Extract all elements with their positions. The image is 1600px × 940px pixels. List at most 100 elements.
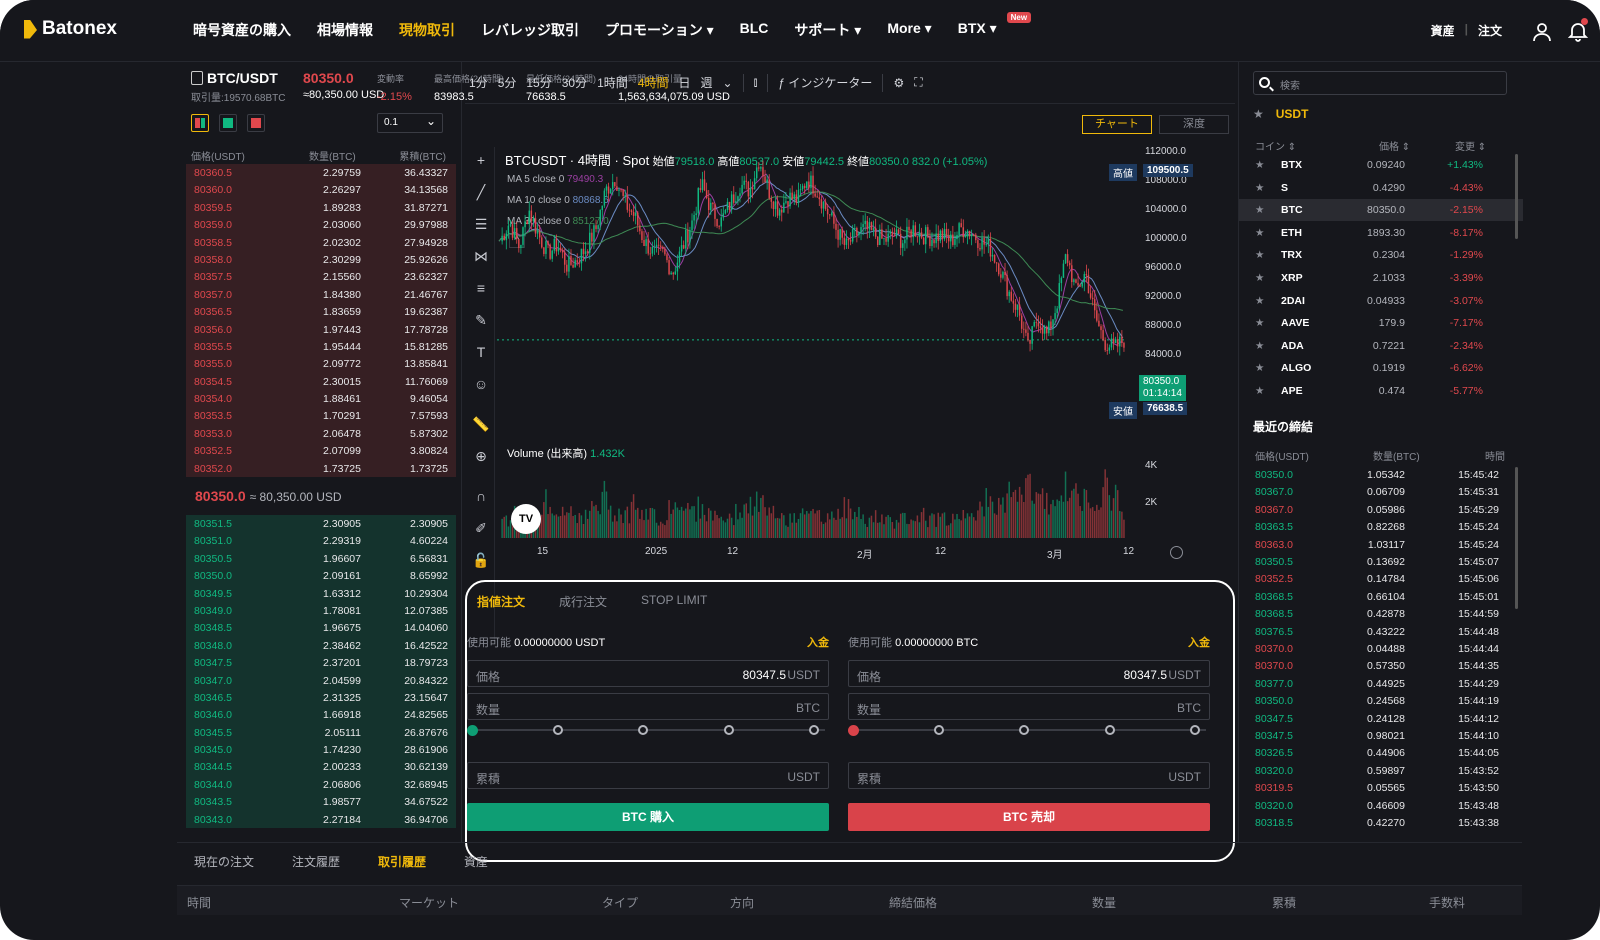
emoji-icon[interactable]: ☺ <box>473 376 489 392</box>
search-input[interactable]: 検索 <box>1253 71 1507 95</box>
price-chart[interactable] <box>497 140 1137 560</box>
market-scrollbar[interactable] <box>1515 154 1518 239</box>
market-row[interactable]: ★ ETH 1893.30 -8.17% <box>1239 222 1523 244</box>
ask-row[interactable]: 80360.5 2.29759 36.43327 <box>186 164 456 182</box>
ask-row[interactable]: 80355.5 1.95444 15.81285 <box>186 337 456 356</box>
bid-row[interactable]: 80344.5 2.00233 30.62139 <box>186 758 456 776</box>
fib-icon[interactable]: ≡ <box>476 280 486 296</box>
order-type-tab[interactable]: 指値注文 <box>477 595 526 609</box>
trades-scrollbar[interactable] <box>1515 467 1518 609</box>
market-row[interactable]: ★ ADA 0.7221 -2.34% <box>1239 335 1523 357</box>
col-market-price[interactable]: 価格 ⇕ <box>1379 142 1411 153</box>
sell-qty-field[interactable]: 数量 BTC <box>848 693 1210 720</box>
nav-item[interactable]: サポート ▾ <box>794 22 862 38</box>
user-icon[interactable] <box>1530 20 1554 44</box>
tradingview-logo[interactable]: TV <box>511 504 541 534</box>
ask-row[interactable]: 80359.0 2.03060 29.97988 <box>186 216 456 234</box>
nav-item[interactable]: 暗号資産の購入 <box>193 22 291 38</box>
bid-row[interactable]: 80348.5 1.96675 14.04060 <box>186 619 456 637</box>
favorite-star-icon[interactable]: ★ <box>1255 159 1265 171</box>
slider-stop[interactable] <box>848 725 859 736</box>
interval-option[interactable]: 30分 <box>561 76 588 90</box>
nav-item[interactable]: BTX ▾New <box>958 12 1032 40</box>
favorite-star-icon[interactable]: ★ <box>1255 226 1265 239</box>
market-row[interactable]: ★ S 0.4290 -4.43% <box>1239 177 1523 199</box>
slider-stop[interactable] <box>933 725 944 735</box>
precision-select[interactable]: 0.1 <box>377 113 443 133</box>
magnet-icon[interactable]: ∩ <box>475 488 487 504</box>
slider-stop[interactable] <box>1104 725 1115 735</box>
ask-row[interactable]: 80359.5 1.89283 31.87271 <box>186 198 456 217</box>
bid-row[interactable]: 80351.0 2.29319 4.60224 <box>186 532 456 550</box>
market-row[interactable]: ★ ALGO 0.1919 -6.62% <box>1239 357 1523 379</box>
sell-price-field[interactable]: 価格 80347.5 USDT <box>848 660 1210 687</box>
ruler-icon[interactable]: 📏 <box>472 416 490 432</box>
lock-icon[interactable]: 🔓 <box>472 552 490 568</box>
favorite-star-icon[interactable]: ★ <box>1255 385 1265 397</box>
orders-link[interactable]: 注文 <box>1477 24 1502 38</box>
bid-row[interactable]: 80350.5 1.96607 6.56831 <box>186 549 456 568</box>
bid-row[interactable]: 80343.0 2.27184 36.94706 <box>186 810 456 829</box>
interval-option[interactable]: 1分 <box>469 76 488 90</box>
zoom-in-icon[interactable]: ⊕ <box>475 448 487 464</box>
ask-row[interactable]: 80360.0 2.26297 34.13568 <box>186 181 456 199</box>
bid-row[interactable]: 80348.0 2.38462 16.42522 <box>186 636 456 655</box>
ask-row[interactable]: 80352.0 1.73725 1.73725 <box>186 459 456 478</box>
ask-row[interactable]: 80353.0 2.06478 5.87302 <box>186 424 456 443</box>
view-both-button[interactable] <box>191 114 209 132</box>
interval-option[interactable]: 1時間 <box>597 76 628 90</box>
order-type-tab[interactable]: STOP LIMIT <box>641 593 708 607</box>
bid-row[interactable]: 80346.0 1.66918 24.82565 <box>186 706 456 724</box>
ask-row[interactable]: 80353.5 1.70291 7.57593 <box>186 407 456 425</box>
crosshair-icon[interactable]: + <box>476 152 486 168</box>
market-row[interactable]: ★ 2DAI 0.04933 -3.07% <box>1239 290 1523 312</box>
candle-type-icon[interactable]: ⫾ <box>753 75 758 89</box>
nav-item[interactable]: More ▾ <box>887 20 932 36</box>
bid-row[interactable]: 80349.0 1.78081 12.07385 <box>186 601 456 620</box>
view-asks-button[interactable] <box>247 114 265 132</box>
settings-icon[interactable]: ⚙ <box>893 75 905 90</box>
slider-stop[interactable] <box>467 725 478 736</box>
ask-row[interactable]: 80354.5 2.30015 11.76069 <box>186 372 456 391</box>
horizontal-lines-icon[interactable]: ☰ <box>474 216 488 232</box>
history-tab[interactable]: 取引履歴 <box>378 855 427 869</box>
bid-row[interactable]: 80345.0 1.74230 28.61906 <box>186 741 456 759</box>
sell-deposit-link[interactable]: 入金 <box>1188 637 1210 649</box>
slider-stop[interactable] <box>809 725 819 735</box>
sell-submit-button[interactable]: BTC 売却 <box>848 803 1210 831</box>
buy-submit-button[interactable]: BTC 購入 <box>467 803 829 831</box>
brush-icon[interactable]: ✎ <box>475 312 487 328</box>
buy-qty-field[interactable]: 数量 BTC <box>467 693 829 720</box>
ask-row[interactable]: 80352.5 2.07099 3.80824 <box>186 442 456 460</box>
market-row[interactable]: ★ TRX 0.2304 -1.29% <box>1239 244 1523 266</box>
trendline-icon[interactable]: ╱ <box>476 184 486 200</box>
bid-row[interactable]: 80347.5 2.37201 18.79723 <box>186 654 456 672</box>
buy-percent-slider[interactable] <box>467 724 829 736</box>
depth-tab[interactable]: 深度 <box>1159 115 1229 134</box>
chart-settings-icon[interactable] <box>1170 546 1183 559</box>
bell-icon[interactable] <box>1566 19 1590 43</box>
assets-link[interactable]: 資産 <box>1430 24 1455 38</box>
chart-tab[interactable]: チャート <box>1082 115 1152 134</box>
favorites-star-icon[interactable]: ★ <box>1253 107 1264 121</box>
favorite-star-icon[interactable]: ★ <box>1255 272 1265 284</box>
market-row[interactable]: ★ APE 0.474 -5.77% <box>1239 380 1523 402</box>
bid-row[interactable]: 80343.5 1.98577 34.67522 <box>186 793 456 811</box>
nav-item[interactable]: BLC <box>739 20 769 36</box>
favorite-star-icon[interactable]: ★ <box>1255 249 1265 262</box>
bid-row[interactable]: 80346.5 2.31325 23.15647 <box>186 688 456 707</box>
interval-dropdown-icon[interactable]: ⌄ <box>722 75 733 90</box>
quote-tab-usdt[interactable]: ★ USDT <box>1253 107 1308 121</box>
sell-percent-slider[interactable] <box>848 724 1210 736</box>
view-bids-button[interactable] <box>219 114 237 132</box>
ask-row[interactable]: 80354.0 1.88461 9.46054 <box>186 390 456 408</box>
slider-stop[interactable] <box>723 725 734 735</box>
brand-logo[interactable]: Batonex <box>24 18 117 40</box>
buy-total-field[interactable]: 累積 USDT <box>467 762 829 789</box>
col-coin[interactable]: コイン ⇕ <box>1255 142 1297 153</box>
interval-option[interactable]: 15分 <box>526 76 552 90</box>
slider-stop[interactable] <box>638 725 648 735</box>
ask-row[interactable]: 80356.0 1.97443 17.78728 <box>186 320 456 338</box>
sell-total-field[interactable]: 累積 USDT <box>848 762 1210 789</box>
order-type-tab[interactable]: 成行注文 <box>559 595 608 609</box>
